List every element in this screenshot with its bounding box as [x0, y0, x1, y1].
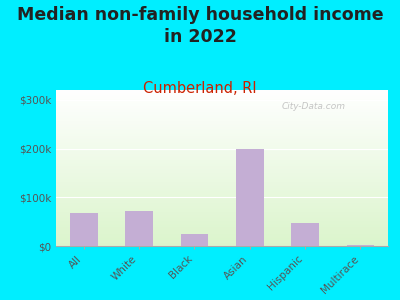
Bar — [291, 223, 319, 246]
Bar — [346, 245, 374, 246]
Text: Cumberland, RI: Cumberland, RI — [143, 81, 257, 96]
Bar — [70, 213, 98, 246]
Bar — [180, 234, 208, 246]
Bar — [125, 211, 153, 246]
Text: Median non-family household income
in 2022: Median non-family household income in 20… — [17, 6, 383, 46]
Text: City-Data.com: City-Data.com — [282, 103, 346, 112]
Bar — [236, 148, 264, 246]
